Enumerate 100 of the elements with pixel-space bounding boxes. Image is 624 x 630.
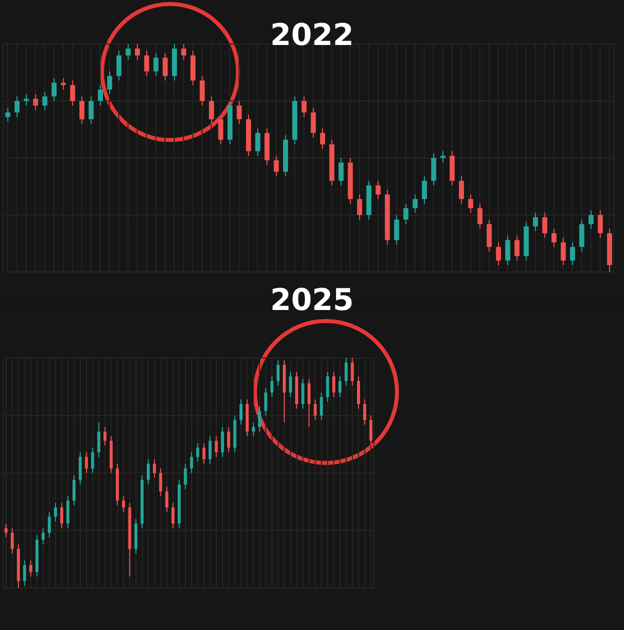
candlestick: [412, 194, 418, 214]
candlestick: [356, 376, 360, 410]
candlestick: [227, 426, 230, 453]
candlestick: [431, 152, 436, 186]
candlestick: [486, 219, 492, 252]
candlestick: [14, 96, 20, 118]
candlestick: [54, 502, 58, 522]
candlestick: [153, 52, 158, 76]
candlestick: [214, 436, 218, 458]
candlestick: [98, 84, 103, 106]
candlestick: [496, 242, 501, 266]
candlestick: [255, 128, 260, 156]
candlestick: [144, 50, 150, 76]
candlestick: [190, 452, 194, 474]
candlestick: [588, 210, 594, 230]
candlestick: [152, 458, 156, 478]
candlestick: [79, 96, 84, 124]
candlestick: [97, 422, 100, 458]
candlestick: [350, 358, 354, 386]
candlestick: [302, 96, 307, 118]
candlestick: [440, 150, 446, 164]
candlestick: [468, 194, 474, 214]
candlestick: [363, 398, 366, 426]
candlestick: [338, 158, 344, 186]
candlestick: [220, 426, 224, 458]
candlestick: [514, 235, 520, 262]
candlestick: [107, 70, 112, 95]
candlestick: [5, 107, 10, 122]
candlestick: [78, 452, 82, 485]
candlestick: [579, 219, 584, 252]
candlestick: [24, 94, 29, 106]
candlestick: [122, 496, 126, 513]
candlestick: [422, 176, 427, 204]
candlestick: [264, 387, 268, 416]
chart-title: 2022: [269, 18, 355, 53]
candlestick: [84, 452, 88, 474]
candlestick: [236, 100, 242, 124]
candlestick: [103, 426, 106, 446]
chart-title: 2025: [269, 283, 355, 318]
candlestick: [376, 180, 381, 200]
candlestick: [477, 203, 482, 230]
candlestick: [60, 502, 64, 529]
candlestick: [171, 502, 174, 529]
candlestick: [270, 376, 274, 398]
candlestick: [403, 203, 408, 225]
candlestick: [196, 442, 200, 462]
candlestick: [338, 376, 342, 398]
candlestick: [458, 176, 464, 204]
candlestick: [52, 78, 57, 102]
candlestick: [134, 44, 140, 60]
candlestick: [394, 214, 400, 246]
candlestick: [23, 560, 26, 586]
candlestick: [310, 107, 316, 138]
candlestick: [29, 560, 32, 577]
candlestick: [357, 194, 362, 220]
candlestick: [184, 463, 187, 490]
candlestick: [70, 80, 76, 106]
candlestick: [42, 528, 45, 545]
candlestick: [598, 210, 603, 238]
candlestick: [240, 398, 243, 426]
candlestick: [146, 458, 150, 485]
candlestick: [532, 212, 538, 232]
candlestick: [88, 96, 94, 124]
candlestick: [218, 114, 224, 145]
candlestick: [320, 392, 323, 421]
candlestick: [344, 358, 348, 386]
candlestick: [276, 360, 280, 386]
candlestick: [10, 528, 14, 554]
candlestick: [165, 486, 168, 513]
candlestick: [4, 523, 8, 538]
candlestick: [308, 378, 311, 428]
candlestick: [301, 378, 304, 410]
candlestick: [116, 50, 122, 81]
candlestick: [208, 436, 212, 464]
candlestick: [320, 128, 326, 150]
candlestick: [570, 242, 576, 266]
candlestick: [274, 155, 279, 177]
candlestick: [258, 406, 262, 432]
candlestick: [369, 415, 372, 446]
candlestick: [560, 237, 566, 266]
candlestick: [91, 447, 94, 474]
candlestick: [202, 442, 206, 464]
candlestick: [159, 468, 162, 496]
candlestick: [72, 474, 76, 506]
candlestick: [162, 52, 168, 81]
candlestick: [542, 212, 548, 238]
candlestick: [552, 228, 557, 248]
candlestick: [326, 371, 330, 402]
candlestick: [332, 371, 336, 398]
candlestick: [288, 371, 292, 398]
candlestick: [181, 44, 186, 60]
candlestick: [252, 422, 255, 437]
candlestick: [505, 235, 510, 266]
candlestick: [66, 496, 70, 529]
candlestick: [42, 91, 48, 111]
candlestick: [48, 512, 51, 538]
candlestick: [126, 44, 131, 60]
candlestick: [33, 94, 38, 111]
candlestick: [208, 96, 214, 124]
candlestick: [200, 75, 205, 106]
